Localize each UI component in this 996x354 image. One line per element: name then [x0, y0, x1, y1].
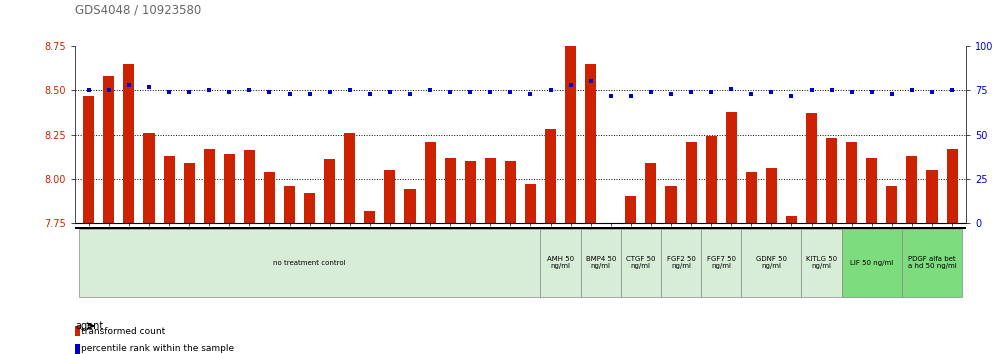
Bar: [264, 172, 275, 223]
Bar: [625, 196, 636, 223]
Bar: [726, 112, 737, 223]
Bar: [886, 186, 897, 223]
Text: GDNF 50
ng/ml: GDNF 50 ng/ml: [756, 256, 787, 269]
Bar: [444, 158, 455, 223]
Bar: [665, 186, 676, 223]
Bar: [345, 133, 356, 223]
Text: percentile rank within the sample: percentile rank within the sample: [81, 344, 234, 353]
Bar: [621, 229, 661, 297]
Bar: [79, 229, 541, 297]
Bar: [541, 229, 581, 297]
Bar: [766, 168, 777, 223]
Text: CTGF 50
ng/ml: CTGF 50 ng/ml: [626, 256, 655, 269]
Bar: [324, 159, 336, 223]
Bar: [926, 170, 937, 223]
Text: FGF2 50
ng/ml: FGF2 50 ng/ml: [666, 256, 695, 269]
Bar: [565, 23, 576, 223]
Bar: [163, 156, 174, 223]
Text: no treatment control: no treatment control: [273, 260, 346, 266]
Bar: [946, 149, 957, 223]
Bar: [661, 229, 701, 297]
Bar: [84, 96, 95, 223]
Bar: [304, 193, 315, 223]
Text: agent: agent: [75, 321, 104, 331]
Bar: [465, 161, 476, 223]
Bar: [424, 142, 435, 223]
Bar: [183, 163, 194, 223]
Bar: [806, 113, 817, 223]
Text: AMH 50
ng/ml: AMH 50 ng/ml: [547, 256, 574, 269]
Bar: [906, 156, 917, 223]
Bar: [746, 172, 757, 223]
Bar: [404, 189, 415, 223]
Bar: [901, 229, 962, 297]
Bar: [75, 326, 80, 336]
Text: KITLG 50
ng/ml: KITLG 50 ng/ml: [806, 256, 837, 269]
Bar: [847, 142, 858, 223]
Bar: [505, 161, 516, 223]
Bar: [204, 149, 215, 223]
Bar: [143, 133, 154, 223]
Bar: [645, 163, 656, 223]
Bar: [826, 138, 837, 223]
Bar: [525, 184, 536, 223]
Bar: [705, 136, 717, 223]
Bar: [867, 158, 877, 223]
Bar: [284, 186, 295, 223]
Text: PDGF alfa bet
a hd 50 ng/ml: PDGF alfa bet a hd 50 ng/ml: [907, 256, 956, 269]
Bar: [685, 142, 696, 223]
Bar: [124, 64, 134, 223]
Text: GDS4048 / 10923580: GDS4048 / 10923580: [75, 4, 201, 17]
Bar: [802, 229, 842, 297]
Text: transformed count: transformed count: [81, 326, 165, 336]
Bar: [224, 154, 235, 223]
Text: BMP4 50
ng/ml: BMP4 50 ng/ml: [586, 256, 616, 269]
Bar: [75, 344, 80, 354]
Bar: [581, 229, 621, 297]
Bar: [485, 158, 496, 223]
Text: LIF 50 ng/ml: LIF 50 ng/ml: [851, 260, 893, 266]
Bar: [741, 229, 802, 297]
Bar: [586, 64, 597, 223]
Bar: [365, 211, 375, 223]
Bar: [75, 227, 966, 229]
Text: FGF7 50
ng/ml: FGF7 50 ng/ml: [707, 256, 736, 269]
Bar: [786, 216, 797, 223]
Bar: [384, 170, 395, 223]
Bar: [842, 229, 901, 297]
Bar: [545, 129, 556, 223]
Bar: [104, 76, 115, 223]
Bar: [244, 150, 255, 223]
Bar: [606, 223, 617, 228]
Bar: [701, 229, 741, 297]
